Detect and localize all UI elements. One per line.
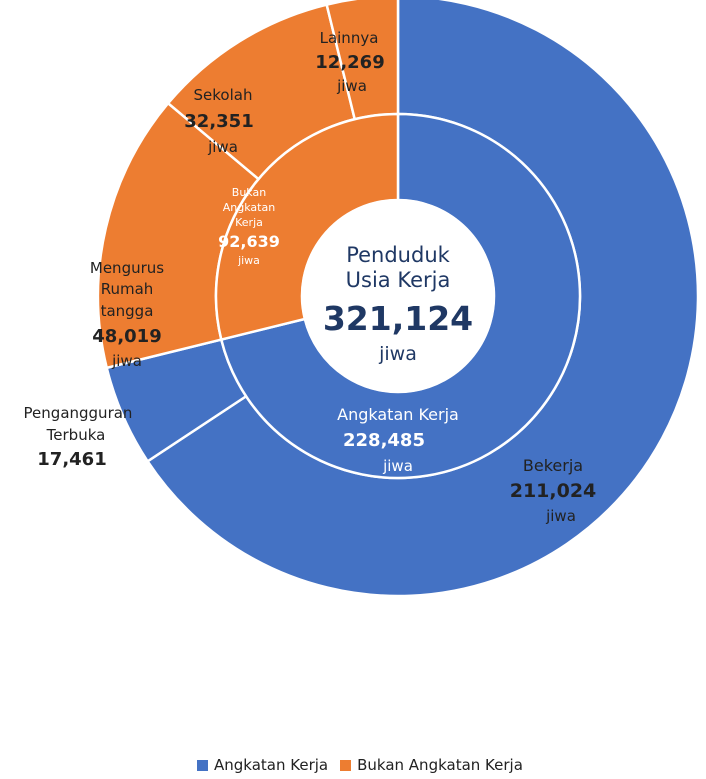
label-pengangguran-value: 17,461	[37, 449, 106, 470]
center-value: 321,124	[323, 299, 473, 338]
label-angkatan-kerja-value: 228,485	[343, 430, 425, 451]
label-mengurus: Mengurus Rumah tangga 48,019 jiwa	[90, 259, 164, 370]
legend-item-bukan-angkatan-kerja: Bukan Angkatan Kerja	[340, 756, 523, 774]
label-bekerja-name: Bekerja	[523, 456, 583, 475]
label-sekolah-value: 32,351	[184, 111, 253, 132]
label-sekolah-unit: jiwa	[207, 138, 238, 156]
label-angkatan-kerja: Angkatan Kerja 228,485 jiwa	[337, 405, 459, 475]
label-mengurus-line2: Rumah	[101, 280, 154, 298]
legend-swatch-orange	[340, 759, 352, 771]
center-disc	[301, 199, 495, 393]
legend-label: Angkatan Kerja	[214, 756, 329, 774]
label-lainnya-value: 12,269	[315, 52, 384, 73]
label-bak-unit: jiwa	[237, 254, 260, 267]
label-bak-line3: Kerja	[235, 216, 263, 229]
label-bekerja: Bekerja 211,024 jiwa	[510, 456, 597, 525]
label-lainnya-name: Lainnya	[320, 29, 379, 47]
label-mengurus-line3: tangga	[101, 302, 154, 320]
label-pengangguran-line1: Pengangguran	[24, 404, 133, 422]
label-angkatan-kerja-unit: jiwa	[382, 457, 413, 475]
legend: Angkatan Kerja Bukan Angkatan Kerja	[197, 756, 535, 774]
label-mengurus-line1: Mengurus	[90, 259, 164, 277]
legend-swatch-blue	[197, 759, 208, 771]
label-mengurus-value: 48,019	[92, 326, 161, 347]
label-bekerja-unit: jiwa	[545, 507, 576, 525]
legend-label: Bukan Angkatan Kerja	[357, 756, 523, 774]
label-sekolah: Sekolah 32,351 jiwa	[184, 86, 253, 156]
label-sekolah-name: Sekolah	[194, 86, 253, 104]
label-bekerja-value: 211,024	[510, 480, 597, 502]
label-pengangguran-line2: Terbuka	[46, 426, 106, 444]
center-line1: Penduduk	[346, 243, 450, 267]
legend-item-angkatan-kerja: Angkatan Kerja	[197, 756, 328, 774]
center-line2: Usia Kerja	[346, 268, 451, 292]
label-pengangguran: Pengangguran Terbuka 17,461	[24, 404, 133, 470]
label-mengurus-unit: jiwa	[111, 352, 142, 370]
label-bukan-angkatan-kerja: Bukan Angkatan Kerja 92,639 jiwa	[218, 186, 280, 267]
label-bak-line1: Bukan	[232, 186, 266, 199]
label-lainnya: Lainnya 12,269 jiwa	[315, 29, 384, 95]
label-angkatan-kerja-name: Angkatan Kerja	[337, 405, 459, 424]
label-bak-value: 92,639	[218, 232, 280, 251]
center-unit: jiwa	[378, 343, 417, 365]
label-lainnya-unit: jiwa	[336, 77, 367, 95]
label-bak-line2: Angkatan	[223, 201, 275, 214]
